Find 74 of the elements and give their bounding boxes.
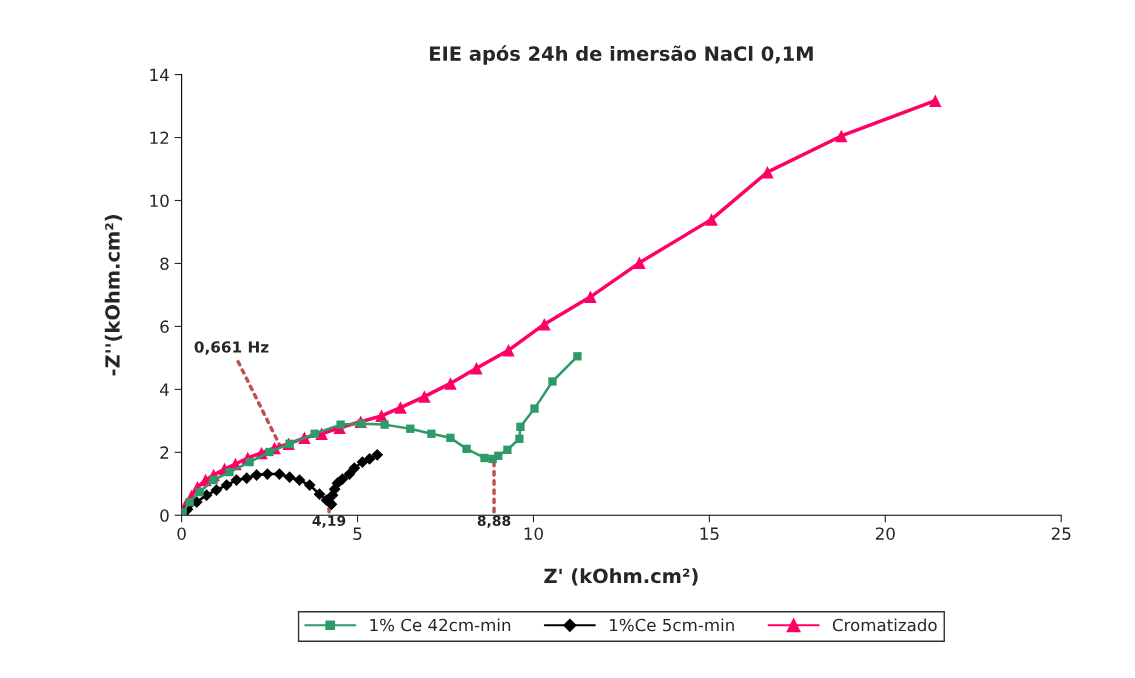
y-tick-label: 14 [150, 68, 169, 81]
point [195, 487, 204, 497]
point [502, 344, 515, 357]
y-tick-label: 12 [150, 131, 169, 144]
point [705, 213, 718, 226]
point [516, 422, 525, 431]
point [356, 456, 369, 468]
point [380, 420, 389, 429]
point [185, 497, 194, 507]
y-tick-label: 2 [160, 446, 169, 459]
point [929, 94, 942, 107]
y-axis-title: -Z''(kOhm.cm²) [104, 215, 123, 376]
point [363, 453, 376, 465]
point [303, 479, 316, 491]
point [761, 165, 774, 179]
point [480, 453, 489, 463]
point [313, 488, 326, 501]
x-tick-label: 0 [177, 527, 186, 540]
point [210, 484, 223, 496]
point [470, 362, 483, 375]
point [427, 429, 436, 438]
point [573, 352, 582, 361]
point [394, 401, 407, 414]
annotation: 4,19 [312, 515, 346, 528]
chart-title: EIE após 24h de imersão NaCl 0,1M [430, 45, 813, 65]
annotation: 8,88 [477, 515, 511, 528]
point [261, 468, 274, 480]
point [530, 404, 539, 413]
x-tick-label: 25 [1051, 527, 1071, 540]
point [548, 377, 557, 386]
point [245, 457, 254, 467]
x-tick-label: 20 [875, 527, 895, 540]
point [515, 434, 524, 443]
point [633, 256, 646, 270]
point [220, 479, 233, 491]
x-tick-label: 10 [524, 527, 543, 540]
y-tick-label: 8 [160, 257, 169, 271]
y-tick-label: 0 [160, 509, 169, 522]
point [273, 468, 286, 480]
point [250, 469, 263, 481]
x-axis-title: Z' (kOhm.cm²) [544, 568, 698, 586]
x-tick-label: 15 [700, 527, 719, 540]
point [348, 462, 361, 474]
point [462, 444, 471, 454]
legend-label: 1%Ce 5cm-min [610, 618, 734, 632]
point [371, 448, 384, 461]
point [538, 317, 551, 331]
point [265, 447, 274, 457]
point [418, 390, 431, 403]
annotation: 0,661 Hz [194, 341, 269, 355]
point [357, 419, 366, 428]
point [310, 429, 319, 438]
y-tick-label: 6 [160, 320, 169, 333]
point [336, 473, 349, 485]
legend-label: 1% Ce 42cm-min [370, 618, 511, 632]
point [343, 468, 356, 480]
point [406, 424, 415, 433]
point [293, 474, 306, 486]
point [835, 129, 848, 143]
point [240, 472, 253, 485]
point [283, 471, 296, 484]
point [503, 445, 512, 454]
point [336, 420, 345, 429]
legend-label: Cromatizado [832, 618, 937, 632]
y-tick-label: 10 [150, 194, 169, 208]
point [494, 451, 503, 460]
point [209, 475, 218, 485]
point [584, 290, 597, 304]
point [446, 433, 455, 443]
point [230, 474, 243, 486]
x-tick-label: 5 [353, 527, 362, 540]
y-tick-label: 4 [160, 383, 169, 396]
point [225, 467, 234, 477]
point [444, 377, 457, 390]
